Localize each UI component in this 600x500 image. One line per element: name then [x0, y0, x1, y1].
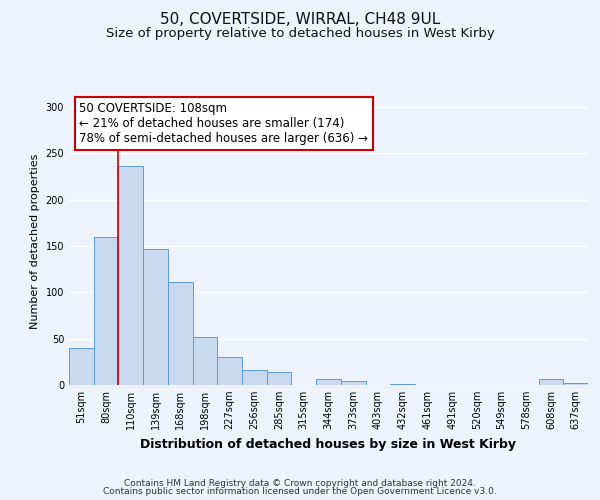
Bar — [316, 378, 341, 385]
Y-axis label: Number of detached properties: Number of detached properties — [30, 154, 40, 329]
Bar — [242, 370, 267, 385]
Text: Contains HM Land Registry data © Crown copyright and database right 2024.: Contains HM Land Registry data © Crown c… — [124, 478, 476, 488]
X-axis label: Distribution of detached houses by size in West Kirby: Distribution of detached houses by size … — [140, 438, 517, 450]
Bar — [168, 282, 193, 385]
Bar — [94, 236, 118, 385]
Bar — [118, 166, 143, 385]
Bar — [69, 348, 94, 385]
Text: Size of property relative to detached houses in West Kirby: Size of property relative to detached ho… — [106, 28, 494, 40]
Text: 50, COVERTSIDE, WIRRAL, CH48 9UL: 50, COVERTSIDE, WIRRAL, CH48 9UL — [160, 12, 440, 28]
Bar — [267, 372, 292, 385]
Bar — [143, 248, 168, 385]
Bar — [193, 337, 217, 385]
Text: 50 COVERTSIDE: 108sqm
← 21% of detached houses are smaller (174)
78% of semi-det: 50 COVERTSIDE: 108sqm ← 21% of detached … — [79, 102, 368, 145]
Bar — [390, 384, 415, 385]
Bar — [539, 378, 563, 385]
Bar — [217, 357, 242, 385]
Bar — [341, 382, 365, 385]
Bar — [563, 383, 588, 385]
Text: Contains public sector information licensed under the Open Government Licence v3: Contains public sector information licen… — [103, 487, 497, 496]
